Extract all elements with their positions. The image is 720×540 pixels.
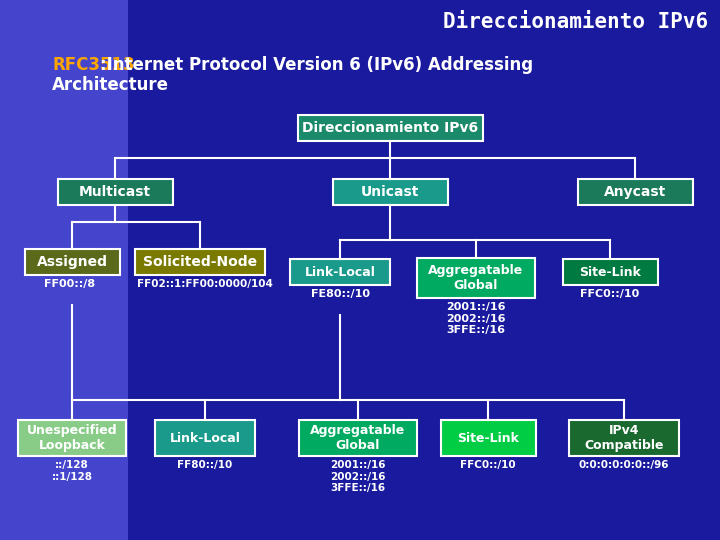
FancyBboxPatch shape [333,179,448,205]
FancyBboxPatch shape [441,420,536,456]
Text: Architecture: Architecture [52,76,169,94]
FancyBboxPatch shape [299,420,417,456]
Text: FF80::/10: FF80::/10 [177,460,233,470]
Text: FFC0::/10: FFC0::/10 [580,289,639,299]
FancyBboxPatch shape [297,115,482,141]
Text: Anycast: Anycast [604,185,666,199]
Text: Link-Local: Link-Local [170,431,240,444]
Text: FF02::1:FF00:0000/104: FF02::1:FF00:0000/104 [137,279,273,289]
Text: Aggregatable
Global: Aggregatable Global [428,264,523,292]
Text: Assigned: Assigned [37,255,107,269]
FancyBboxPatch shape [562,259,657,285]
Text: FE80::/10: FE80::/10 [310,289,369,299]
FancyBboxPatch shape [135,249,265,275]
Text: Link-Local: Link-Local [305,266,375,279]
Text: :Internet Protocol Version 6 (IPv6) Addressing: :Internet Protocol Version 6 (IPv6) Addr… [100,56,533,74]
Text: 2001::/16
2002::/16
3FFE::/16: 2001::/16 2002::/16 3FFE::/16 [446,302,505,335]
Text: Site-Link: Site-Link [457,431,519,444]
Text: FFC0::/10: FFC0::/10 [460,460,516,470]
FancyBboxPatch shape [569,420,679,456]
FancyBboxPatch shape [24,249,120,275]
Text: 0:0:0:0:0:0::/96: 0:0:0:0:0:0::/96 [579,460,670,470]
FancyBboxPatch shape [18,420,126,456]
Text: FF00::/8: FF00::/8 [45,279,96,289]
FancyBboxPatch shape [58,179,173,205]
Text: Direccionamiento IPv6: Direccionamiento IPv6 [443,12,708,32]
Text: Site-Link: Site-Link [579,266,641,279]
Text: Unespecified
Loopback: Unespecified Loopback [27,424,117,452]
FancyBboxPatch shape [155,420,255,456]
Text: Multicast: Multicast [79,185,151,199]
Text: 2001::/16
2002::/16
3FFE::/16: 2001::/16 2002::/16 3FFE::/16 [330,460,386,493]
Bar [0,0,128,540]
Text: ::/128
::1/128: ::/128 ::1/128 [52,460,92,482]
FancyBboxPatch shape [290,259,390,285]
Text: RFC3513: RFC3513 [52,56,135,74]
Text: Direccionamiento IPv6: Direccionamiento IPv6 [302,121,478,135]
FancyBboxPatch shape [417,258,535,298]
FancyBboxPatch shape [577,179,693,205]
Text: Unicast: Unicast [361,185,419,199]
Text: IPv4
Compatible: IPv4 Compatible [584,424,664,452]
Text: Aggregatable
Global: Aggregatable Global [310,424,405,452]
Text: Solicited-Node: Solicited-Node [143,255,257,269]
